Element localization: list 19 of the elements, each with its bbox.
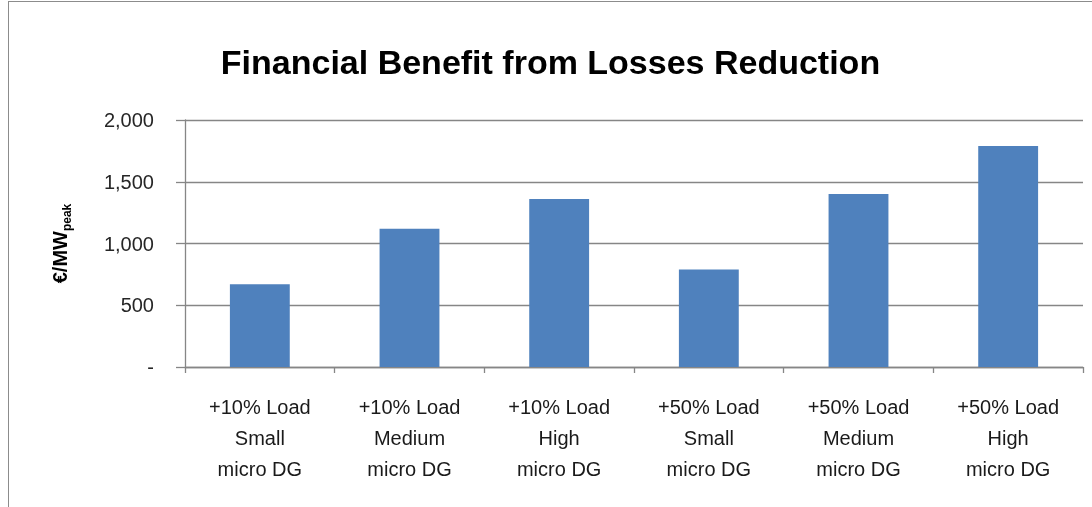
x-tick-label: +50% Load Medium micro DG [807, 395, 910, 480]
bar [678, 269, 739, 367]
bar [379, 228, 440, 367]
bar [978, 145, 1039, 367]
x-tick-label: +10% Load Medium micro DG [358, 395, 461, 480]
y-tick-label: 1,000 [103, 232, 154, 255]
y-tick-label: - [147, 356, 154, 378]
x-tick-label: +50% Load High micro DG [957, 395, 1060, 480]
y-tick-label: 500 [120, 294, 154, 317]
x-tick-label: +10% Load Small micro DG [208, 395, 311, 480]
bar [229, 284, 290, 367]
y-tick-label: 2,000 [103, 109, 154, 131]
y-tick-label: 1,500 [103, 170, 154, 193]
bar [529, 199, 590, 367]
chart-title: Financial Benefit from Losses Reduction [220, 43, 881, 81]
bar [828, 194, 889, 367]
x-tick-label: +50% Load Small micro DG [657, 395, 760, 480]
x-tick-label: +10% Load High micro DG [508, 395, 611, 480]
y-axis-title: €/MWpeak [49, 203, 74, 284]
